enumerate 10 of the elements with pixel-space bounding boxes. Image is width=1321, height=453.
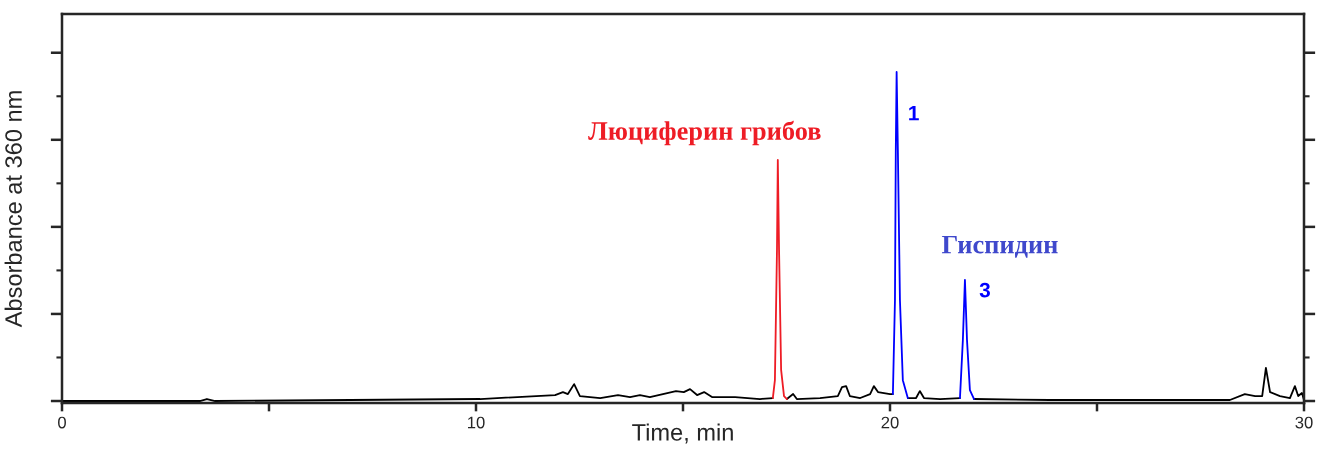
annotation: Гиспидин (941, 235, 1058, 258)
x-tick-label: 0 (58, 416, 66, 429)
annotation: 3 (979, 282, 990, 298)
y-axis-title: Absorbance at 360 nm (4, 91, 22, 328)
x-tick-label: 30 (1295, 416, 1313, 429)
x-tick-label: 10 (468, 416, 485, 429)
annotation: 1 (909, 105, 919, 121)
x-axis-title: Time, min (632, 423, 733, 444)
x-tick-label: 20 (881, 416, 899, 429)
annotation: Люциферин грибов (588, 120, 821, 146)
